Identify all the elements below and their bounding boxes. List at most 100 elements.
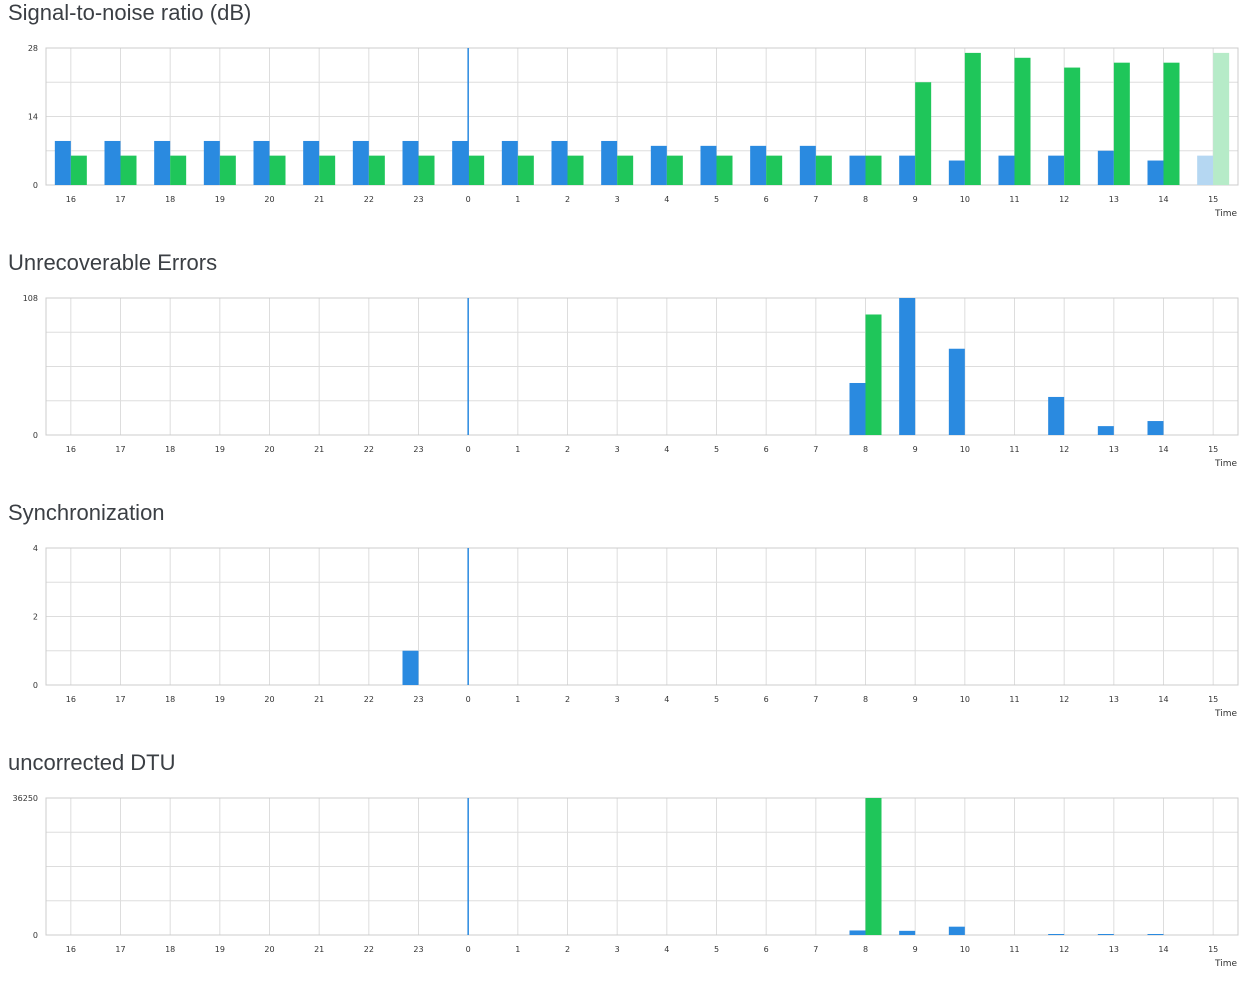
x-tick-label: 15 — [1208, 445, 1218, 454]
bar — [104, 140, 121, 185]
bar — [716, 155, 733, 185]
bar — [1097, 150, 1114, 185]
bar — [948, 160, 965, 185]
bar — [170, 155, 187, 185]
x-tick-label: 1 — [515, 945, 520, 954]
chart-title: uncorrected DTU — [8, 750, 176, 775]
bar — [601, 140, 618, 185]
chart-title: Signal-to-noise ratio (dB) — [8, 0, 252, 25]
plot-frame — [45, 297, 1239, 436]
x-tick-label: 2 — [565, 945, 570, 954]
bar — [120, 155, 137, 185]
x-tick-label: 11 — [1009, 945, 1019, 954]
bar — [1048, 934, 1065, 935]
x-tick-label: 7 — [813, 695, 818, 704]
x-tick-label: 22 — [364, 695, 374, 704]
bar — [54, 140, 71, 185]
bar — [899, 298, 916, 435]
chart-title: Unrecoverable Errors — [8, 250, 218, 275]
x-tick-label: 9 — [913, 195, 918, 204]
bar — [154, 140, 171, 185]
x-tick-label: 17 — [115, 695, 125, 704]
x-tick-label: 0 — [466, 945, 471, 954]
bar — [1097, 934, 1114, 935]
x-tick-label: 8 — [863, 195, 868, 204]
y-tick-label: 28 — [28, 44, 38, 53]
x-tick-label: 5 — [714, 445, 719, 454]
x-tick-label: 23 — [413, 195, 423, 204]
y-tick-label: 0 — [33, 931, 38, 940]
bar — [964, 52, 981, 186]
y-tick-label: 4 — [33, 544, 38, 553]
x-tick-label: 6 — [764, 695, 769, 704]
bar — [700, 145, 717, 185]
x-tick-label: 1 — [515, 695, 520, 704]
x-tick-label: 0 — [466, 195, 471, 204]
x-tick-label: 4 — [664, 445, 669, 454]
bar — [1163, 62, 1180, 185]
bar — [219, 155, 236, 185]
x-tick-label: 14 — [1158, 195, 1168, 204]
x-tick-label: 23 — [413, 695, 423, 704]
x-tick-label: 17 — [115, 195, 125, 204]
x-tick-label: 1 — [515, 195, 520, 204]
x-tick-label: 14 — [1158, 945, 1168, 954]
bar — [468, 155, 485, 185]
plot-frame — [45, 797, 1239, 936]
x-tick-label: 8 — [863, 945, 868, 954]
x-tick-label: 9 — [913, 945, 918, 954]
x-tick-label: 16 — [66, 445, 76, 454]
x-tick-label: 12 — [1059, 195, 1069, 204]
bar — [402, 650, 419, 685]
bar — [352, 140, 369, 185]
x-tick-label: 16 — [66, 695, 76, 704]
x-tick-label: 3 — [615, 445, 620, 454]
bar — [899, 155, 916, 185]
bar — [551, 140, 568, 185]
x-tick-label: 20 — [264, 195, 274, 204]
x-tick-label: 21 — [314, 445, 324, 454]
x-tick-label: 14 — [1158, 695, 1168, 704]
bar — [1048, 396, 1065, 435]
x-axis-title: Time — [1214, 459, 1237, 469]
x-tick-label: 22 — [364, 945, 374, 954]
x-tick-label: 19 — [215, 695, 225, 704]
bar — [948, 348, 965, 435]
x-tick-label: 12 — [1059, 445, 1069, 454]
y-tick-label: 0 — [33, 181, 38, 190]
x-tick-label: 3 — [615, 695, 620, 704]
bar — [269, 155, 286, 185]
x-tick-label: 16 — [66, 945, 76, 954]
x-tick-label: 18 — [165, 945, 175, 954]
x-tick-label: 5 — [714, 195, 719, 204]
bar — [766, 155, 783, 185]
bar — [1014, 57, 1031, 185]
x-tick-label: 6 — [764, 945, 769, 954]
y-tick-label: 14 — [28, 113, 38, 122]
x-tick-label: 3 — [615, 195, 620, 204]
chart-panel-uncorrected-dtu: uncorrected DTU 0 36250 16 17 18 19 20 21 22 23 0 1… — [0, 750, 1252, 1000]
x-tick-label: 15 — [1208, 695, 1218, 704]
x-tick-label: 5 — [714, 695, 719, 704]
y-tick-label: 0 — [33, 681, 38, 690]
bar — [452, 140, 469, 185]
bar — [1113, 62, 1130, 185]
x-tick-label: 2 — [565, 695, 570, 704]
bar — [1064, 67, 1081, 185]
bar — [1048, 155, 1065, 185]
x-tick-label: 10 — [960, 695, 970, 704]
plot-frame — [45, 547, 1239, 686]
bar — [70, 155, 87, 185]
x-tick-label: 1 — [515, 445, 520, 454]
x-tick-label: 10 — [960, 945, 970, 954]
x-tick-label: 20 — [264, 945, 274, 954]
bar — [849, 382, 866, 435]
bar — [368, 155, 385, 185]
bar — [567, 155, 584, 185]
bar — [418, 155, 435, 185]
bar — [998, 155, 1015, 185]
